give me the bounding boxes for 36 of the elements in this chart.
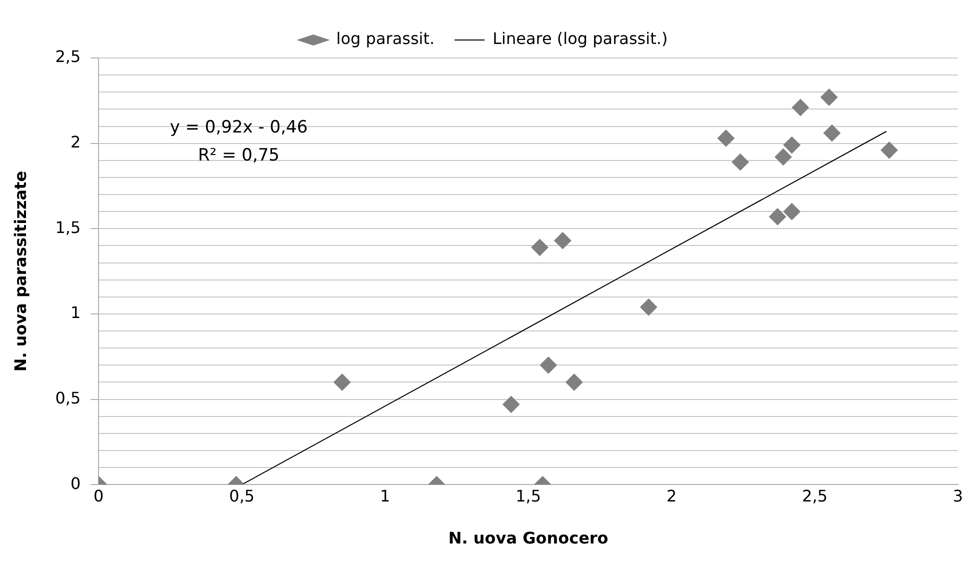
point <box>540 356 557 374</box>
point <box>554 232 572 250</box>
y-tick-label: 1,5 <box>55 218 81 237</box>
y-tick-label: 0,5 <box>55 388 81 408</box>
legend-label: log parassit. <box>336 29 435 48</box>
point <box>820 88 838 106</box>
point <box>502 396 520 413</box>
x-tick-label: 3 <box>952 486 964 506</box>
x-tick-label: 2 <box>666 486 677 506</box>
x-tick-label: 0 <box>94 486 104 506</box>
point <box>792 98 809 116</box>
point <box>774 148 792 166</box>
point <box>531 238 548 256</box>
point <box>783 203 800 220</box>
x-tick-label: 1,5 <box>516 486 542 506</box>
point <box>732 154 749 171</box>
point <box>769 208 786 226</box>
y-axis-title: N. uova parassitizzate <box>10 170 30 372</box>
x-axis-title: N. uova Gonocero <box>448 528 608 548</box>
point <box>334 374 351 391</box>
point <box>717 130 734 147</box>
point <box>823 124 840 142</box>
annotation: R² = 0,75 <box>198 145 280 166</box>
y-tick-label: 2,5 <box>55 47 81 66</box>
y-tick-label: 0 <box>70 474 81 493</box>
point <box>566 374 583 391</box>
point <box>880 142 898 159</box>
point <box>783 136 800 154</box>
point <box>640 298 658 316</box>
y-tick-label: 2 <box>70 132 81 152</box>
x-tick-label: 2,5 <box>802 486 828 506</box>
x-tick-label: 1 <box>380 486 390 506</box>
y-tick-label: 1 <box>70 303 81 322</box>
legend-label: Lineare (log parassit.) <box>492 29 668 48</box>
x-tick-label: 0,5 <box>229 486 255 506</box>
annotation: y = 0,92x - 0,46 <box>170 117 308 138</box>
